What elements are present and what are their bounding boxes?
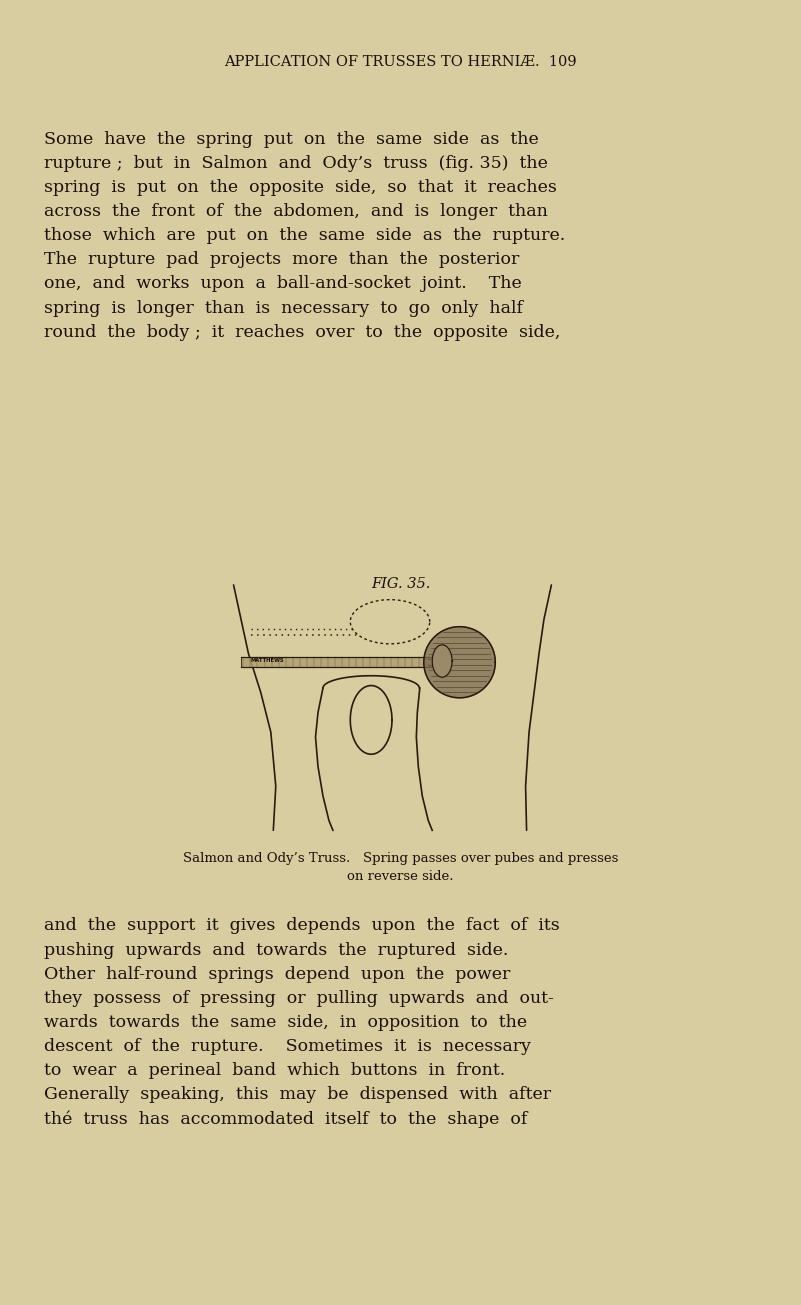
Polygon shape (241, 658, 449, 667)
Polygon shape (350, 600, 430, 643)
Polygon shape (424, 626, 495, 698)
Text: MATTHEWS: MATTHEWS (251, 659, 284, 663)
Text: Some  have  the  spring  put  on  the  same  side  as  the
rupture ;  but  in  S: Some have the spring put on the same sid… (44, 130, 566, 341)
Text: APPLICATION OF TRUSSES TO HERNIÆ.  109: APPLICATION OF TRUSSES TO HERNIÆ. 109 (224, 55, 577, 69)
Text: FIG. 35.: FIG. 35. (371, 577, 430, 591)
Text: Salmon and Ody’s Truss.   Spring passes over pubes and presses
on reverse side.: Salmon and Ody’s Truss. Spring passes ov… (183, 852, 618, 883)
Polygon shape (433, 645, 452, 677)
Text: and  the  support  it  gives  depends  upon  the  fact  of  its
pushing  upwards: and the support it gives depends upon th… (44, 917, 560, 1129)
Polygon shape (350, 685, 392, 754)
